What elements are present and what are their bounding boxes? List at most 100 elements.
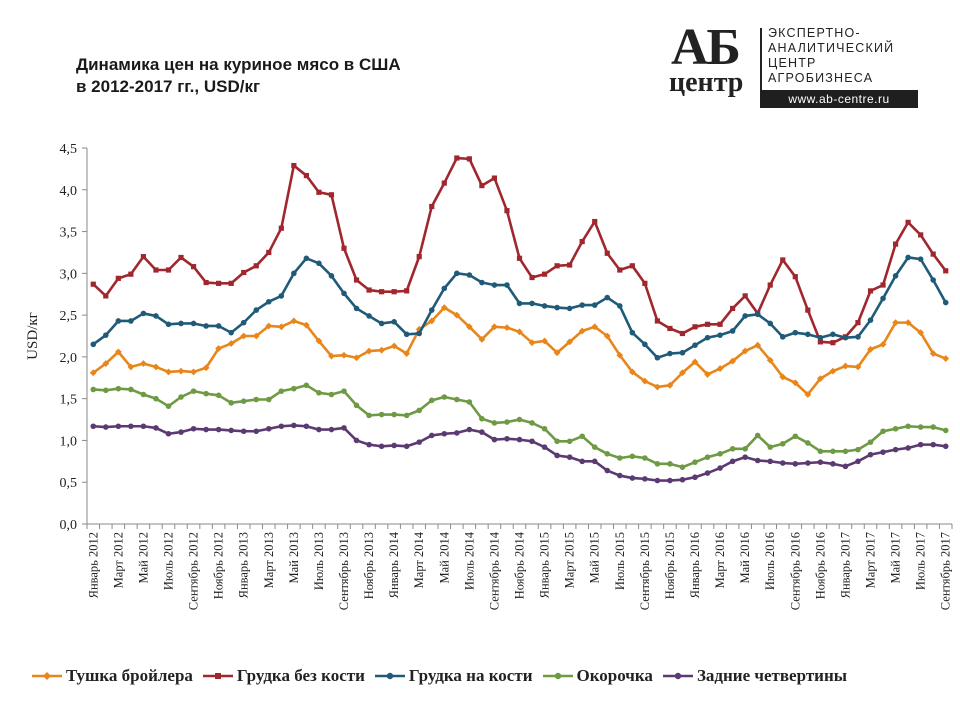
- data-point: [441, 394, 448, 400]
- data-point: [128, 423, 134, 430]
- x-tick-label: Сентябрь 2012: [187, 532, 201, 610]
- data-point: [892, 241, 899, 247]
- data-point: [140, 254, 147, 260]
- data-point: [642, 341, 648, 348]
- data-point: [291, 422, 297, 429]
- legend-swatch: [662, 672, 693, 680]
- y-tick-label: 4,0: [60, 184, 78, 199]
- data-point: [165, 368, 172, 376]
- data-point: [178, 429, 184, 435]
- data-point: [140, 391, 147, 398]
- x-tick-label: Июль 2017: [914, 532, 928, 590]
- x-tick-label: Ноябрь 2015: [663, 532, 677, 599]
- data-point: [654, 461, 661, 467]
- data-point: [717, 451, 723, 457]
- logo-text-line-4: АГРОБИЗНЕСА: [768, 71, 874, 85]
- data-point: [842, 334, 849, 341]
- data-point: [228, 329, 234, 336]
- data-point: [140, 423, 147, 430]
- chart-legend: Тушка бройлера Грудка без кости Грудка на …: [30, 664, 950, 688]
- data-point: [917, 441, 924, 448]
- legend-swatch: [542, 672, 573, 680]
- data-point: [666, 381, 674, 389]
- data-point: [415, 325, 423, 333]
- data-point: [942, 299, 949, 306]
- x-tick-label: Май 2014: [437, 531, 451, 583]
- data-point: [905, 254, 911, 261]
- data-point: [152, 363, 160, 371]
- data-point: [892, 425, 899, 432]
- data-point: [165, 430, 172, 437]
- data-point: [428, 307, 435, 313]
- data-point: [905, 423, 911, 430]
- data-point: [867, 288, 874, 294]
- data-point: [541, 337, 548, 345]
- data-point: [817, 459, 824, 465]
- data-point: [228, 400, 234, 406]
- data-point: [930, 277, 936, 283]
- logo-text: ЭКСПЕРТНО- АНАЛИТИЧЕСКИЙ ЦЕНТР АГРОБИЗНЕ…: [768, 26, 894, 86]
- data-point: [767, 458, 774, 465]
- data-point: [717, 321, 723, 327]
- data-point: [227, 340, 235, 347]
- data-point: [792, 329, 799, 336]
- data-point: [340, 351, 348, 359]
- data-point: [153, 313, 159, 319]
- data-point: [867, 345, 874, 353]
- data-point: [504, 419, 510, 425]
- x-tick-label: Июль 2012: [161, 532, 175, 590]
- data-point: [792, 433, 799, 440]
- data-point: [529, 438, 535, 445]
- data-point: [516, 436, 523, 443]
- data-point: [553, 349, 561, 357]
- data-point: [516, 416, 523, 423]
- data-point: [491, 436, 498, 443]
- data-point: [404, 288, 410, 294]
- data-point: [767, 444, 774, 450]
- data-point: [479, 183, 485, 189]
- data-point: [165, 267, 172, 273]
- data-point: [854, 363, 862, 371]
- data-point: [428, 432, 435, 439]
- data-point: [115, 318, 122, 324]
- data-point: [554, 438, 560, 445]
- data-point: [704, 470, 711, 476]
- data-point: [491, 420, 498, 426]
- data-point: [805, 460, 811, 466]
- data-point: [817, 448, 824, 455]
- data-point: [140, 310, 147, 317]
- legend-label: Грудка без кости: [236, 666, 365, 685]
- data-point: [416, 407, 423, 414]
- data-point: [717, 465, 723, 471]
- data-point: [679, 476, 686, 483]
- data-point: [754, 432, 761, 439]
- data-point: [89, 369, 97, 377]
- data-point: [228, 280, 234, 286]
- data-point: [591, 323, 599, 331]
- data-point: [805, 331, 811, 338]
- logo-divider: [760, 28, 762, 100]
- x-tick-label: Май 2016: [738, 532, 752, 583]
- data-point: [103, 387, 109, 394]
- data-point: [115, 275, 121, 281]
- x-tick-label: Ноябрь 2012: [212, 532, 226, 599]
- data-point: [816, 375, 824, 383]
- x-tick-label: Июль 2015: [613, 532, 627, 590]
- data-point: [716, 365, 724, 372]
- data-point: [366, 412, 372, 419]
- data-point: [892, 319, 899, 327]
- data-point: [942, 443, 949, 450]
- data-point: [115, 423, 122, 430]
- data-point: [817, 339, 823, 345]
- legend-swatch: [32, 672, 62, 680]
- data-point: [704, 321, 711, 327]
- data-point: [228, 427, 234, 434]
- data-point: [178, 394, 184, 400]
- data-point: [741, 347, 749, 355]
- data-point: [478, 335, 486, 343]
- data-point: [742, 293, 748, 299]
- data-point: [855, 334, 861, 340]
- data-point: [654, 354, 661, 361]
- data-point: [616, 303, 623, 309]
- data-point: [240, 319, 247, 326]
